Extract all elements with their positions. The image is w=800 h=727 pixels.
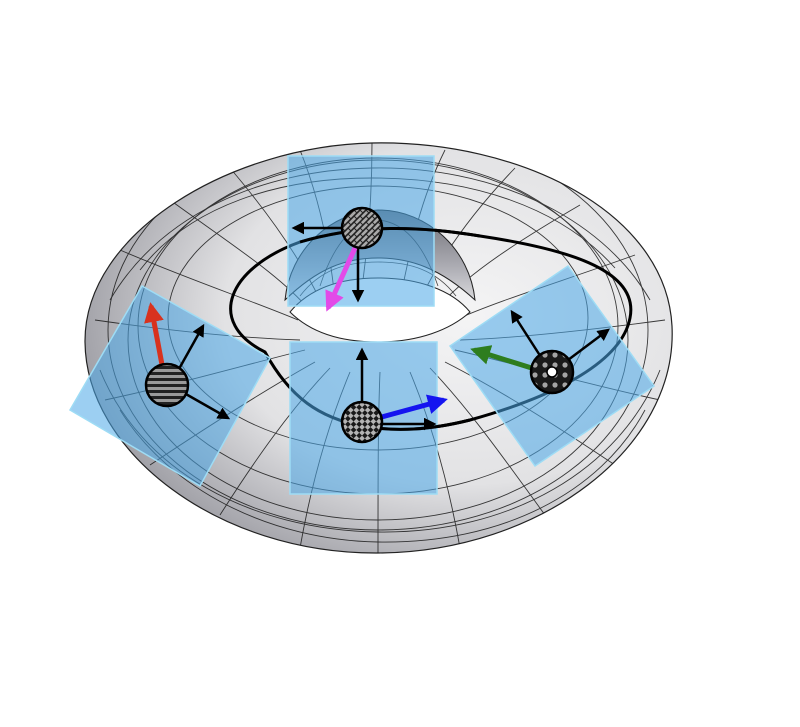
particle-checker-sphere [340,400,384,444]
particle-woven-sphere [340,206,384,250]
particle-striped-sphere [144,362,190,408]
particle-dotted-center [546,366,558,378]
particle-top [291,206,384,312]
left-arrow-red [144,302,166,371]
top-arrow-magenta [325,246,358,312]
particle-left [144,302,231,420]
right-arrow-green [470,345,539,373]
front-arrow-blue [377,394,448,421]
particle-right [470,309,610,395]
particle-front [340,347,448,444]
